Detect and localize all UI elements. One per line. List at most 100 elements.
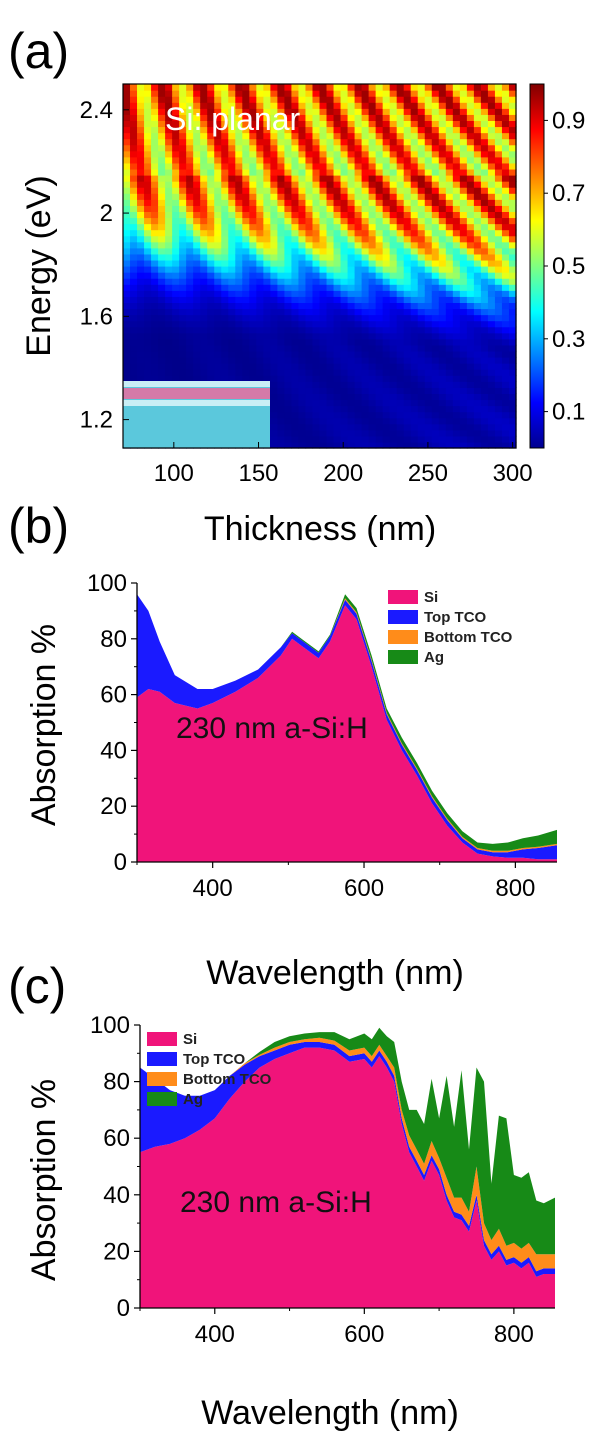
heatmap-cell [375, 84, 384, 91]
heatmap-cell [459, 229, 468, 237]
y-tick-label: 80 [100, 626, 127, 653]
heatmap-cell [312, 332, 321, 340]
heatmap-cell [291, 205, 300, 212]
heatmap-cell [361, 144, 370, 152]
heatmap-cell [508, 241, 517, 249]
heatmap-cell [431, 369, 440, 376]
heatmap-cell [403, 272, 412, 279]
heatmap-cell [417, 168, 426, 176]
heatmap-cell [368, 90, 377, 97]
heatmap-cell [207, 162, 215, 170]
heatmap-cell [375, 302, 384, 310]
legend-label-bottom-tco: Bottom TCO [183, 1071, 272, 1088]
heatmap-cell [494, 381, 503, 388]
heatmap-cell [480, 357, 489, 364]
heatmap-cell [242, 247, 250, 255]
heatmap-cell [179, 278, 187, 285]
heatmap-cell [326, 253, 335, 261]
heatmap-cell [291, 235, 300, 243]
heatmap-cell [445, 284, 454, 291]
heatmap-cell [130, 332, 138, 340]
heatmap-cell [494, 417, 503, 425]
heatmap-cell [459, 399, 468, 407]
heatmap-cell [165, 369, 173, 376]
heatmap-cell [151, 363, 159, 370]
y-tick-label: 80 [103, 1069, 130, 1096]
heatmap-cell [452, 217, 461, 225]
heatmap-cell [333, 429, 342, 437]
heatmap-cell [158, 205, 166, 212]
heatmap-cell [347, 296, 356, 303]
heatmap-cell [305, 435, 314, 443]
heatmap-cell [459, 435, 468, 443]
heatmap-cell [207, 175, 215, 182]
heatmap-cell [347, 102, 356, 109]
heatmap-cell [221, 284, 229, 291]
heatmap-cell [438, 441, 447, 449]
panel-b-areas [137, 594, 557, 862]
heatmap-cell [368, 162, 377, 170]
heatmap-cell [473, 235, 482, 243]
heatmap-cell [172, 96, 180, 103]
heatmap-cell [452, 150, 461, 158]
heatmap-cell [417, 229, 426, 237]
heatmap-cell [480, 205, 489, 212]
heatmap-cell [452, 144, 461, 152]
heatmap-cell [305, 156, 314, 164]
heatmap-cell [459, 405, 468, 413]
heatmap-cell [424, 302, 433, 310]
heatmap-cell [186, 132, 194, 140]
heatmap-cell [438, 290, 447, 297]
heatmap-cell [459, 326, 468, 334]
heatmap-cell [417, 314, 426, 322]
heatmap-cell [270, 266, 278, 273]
heatmap-cell [172, 278, 180, 285]
heatmap-cell [312, 241, 321, 249]
heatmap-cell [179, 217, 187, 225]
heatmap-cell [284, 393, 293, 401]
heatmap-cell [298, 114, 307, 121]
heatmap-cell [333, 296, 342, 303]
heatmap-cell [179, 235, 187, 243]
heatmap-cell [361, 405, 370, 413]
heatmap-cell [291, 363, 300, 370]
heatmap-cell [410, 332, 419, 340]
heatmap-cell [193, 350, 201, 358]
heatmap-cell [165, 162, 173, 170]
heatmap-cell [172, 193, 180, 200]
heatmap-cell [144, 144, 152, 152]
heatmap-cell [410, 290, 419, 297]
heatmap-cell [445, 435, 454, 443]
heatmap-cell [340, 96, 349, 103]
heatmap-cell [431, 266, 440, 273]
heatmap-cell [235, 320, 243, 328]
x-tick-label: 600 [344, 875, 384, 902]
heatmap-cell [256, 187, 264, 194]
heatmap-cell [487, 132, 496, 140]
heatmap-cell [235, 302, 243, 310]
heatmap-cell [347, 259, 356, 267]
heatmap-cell [284, 102, 293, 109]
heatmap-cell [207, 205, 215, 212]
heatmap-cell [424, 187, 433, 194]
heatmap-cell [305, 247, 314, 255]
heatmap-cell [375, 259, 384, 267]
panel-c-annotation: 230 nm a-Si:H [180, 1186, 372, 1219]
heatmap-cell [403, 302, 412, 310]
heatmap-cell [263, 338, 271, 346]
heatmap-cell [179, 241, 187, 249]
heatmap-cell [151, 144, 159, 152]
heatmap-cell [312, 205, 321, 212]
heatmap-cell [151, 266, 159, 273]
heatmap-cell [340, 308, 349, 316]
heatmap-cell [389, 290, 398, 297]
heatmap-cell [165, 199, 173, 206]
heatmap-cell [298, 399, 307, 407]
heatmap-cell [249, 296, 257, 303]
heatmap-cell [270, 235, 278, 243]
heatmap-cell [228, 114, 236, 121]
heatmap-cell [221, 375, 229, 382]
heatmap-cell [354, 247, 363, 255]
heatmap-cell [431, 193, 440, 200]
heatmap-cell [438, 150, 447, 158]
